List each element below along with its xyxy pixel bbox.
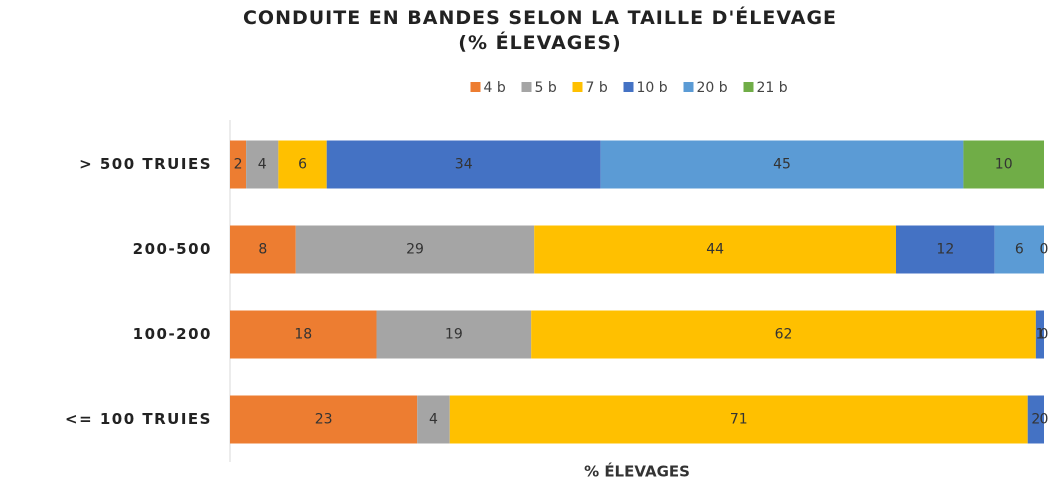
legend-swatch — [572, 82, 583, 92]
bar-segment — [278, 140, 327, 189]
chart-title: CONDUITE EN BANDES SELON LA TAILLE D'ÉLE… — [242, 7, 838, 54]
data-label: 29 — [406, 242, 424, 258]
bar-segment — [326, 140, 601, 189]
data-label: 44 — [706, 242, 724, 258]
y-tick-label: <= 100 TRUIES — [65, 410, 212, 428]
y-tick-label: 100-200 — [133, 325, 212, 343]
bar-segment — [600, 140, 964, 189]
bar-segment — [896, 225, 995, 274]
bar-segment — [295, 225, 535, 274]
data-label: 71 — [730, 412, 748, 428]
legend-label: 4 b — [484, 80, 506, 96]
bar-segment — [1027, 395, 1044, 444]
legend-label: 20 b — [697, 80, 728, 96]
data-label: 62 — [775, 327, 793, 343]
data-label: 23 — [315, 412, 333, 428]
bar-segment — [531, 310, 1036, 359]
legend-label: 5 b — [535, 80, 557, 96]
legend-swatch — [623, 82, 634, 92]
legend-swatch — [683, 82, 694, 92]
data-label: 45 — [773, 157, 791, 173]
bar-segment — [449, 395, 1028, 444]
data-label: 18 — [294, 327, 312, 343]
bar-segment — [230, 310, 377, 359]
bar-segment — [994, 225, 1044, 274]
legend-swatch — [470, 82, 481, 92]
data-label: 34 — [455, 157, 473, 173]
data-label: 0 — [1040, 327, 1049, 343]
legend-label: 7 b — [586, 80, 608, 96]
data-label: 1 — [1035, 327, 1044, 343]
data-label: 2 — [234, 157, 243, 173]
data-label: 2 — [1031, 412, 1040, 428]
y-tick-label: 200-500 — [133, 240, 212, 258]
data-label: 4 — [429, 412, 438, 428]
data-label: 19 — [445, 327, 463, 343]
data-label: 8 — [258, 242, 267, 258]
legend-swatch — [743, 82, 754, 92]
data-label: 12 — [936, 242, 954, 258]
bar-segment — [417, 395, 450, 444]
bar-segment — [246, 140, 279, 189]
data-label: 6 — [1015, 242, 1024, 258]
x-axis-title: % ÉLEVAGES — [584, 462, 690, 481]
bar-segment — [376, 310, 532, 359]
bar-segment — [230, 140, 247, 189]
bar-segment — [963, 140, 1044, 189]
data-label: 6 — [298, 157, 307, 173]
data-label: 0 — [1040, 412, 1049, 428]
y-tick-label: > 500 TRUIES — [79, 155, 212, 173]
bar-segment — [230, 395, 418, 444]
legend-swatch — [521, 82, 532, 92]
legend-label: 21 b — [757, 80, 788, 96]
bar-segment — [534, 225, 896, 274]
data-label: 10 — [995, 157, 1013, 173]
legend-label: 10 b — [637, 80, 668, 96]
data-label: 4 — [258, 157, 267, 173]
bar-segment — [230, 225, 296, 274]
data-label: 0 — [1040, 242, 1049, 258]
bar-segment — [1035, 310, 1044, 359]
